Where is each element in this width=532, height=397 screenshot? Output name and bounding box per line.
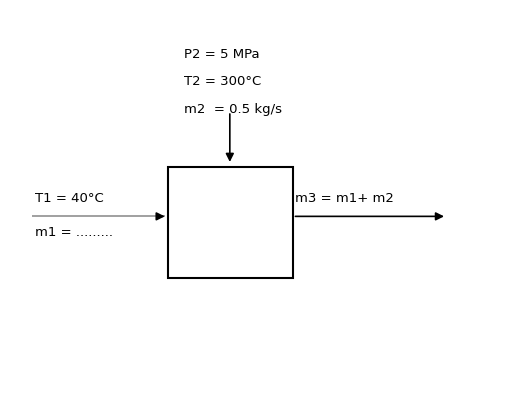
Text: m1 = .........: m1 = ......... <box>35 226 113 239</box>
Text: m3 = m1+ m2: m3 = m1+ m2 <box>295 192 394 205</box>
Text: T2 = 300°C: T2 = 300°C <box>184 75 261 89</box>
Text: T1 = 40°C: T1 = 40°C <box>35 192 103 205</box>
Text: P2 = 5 MPa: P2 = 5 MPa <box>184 48 259 61</box>
Text: m2  = 0.5 kg/s: m2 = 0.5 kg/s <box>184 103 281 116</box>
Bar <box>168 167 293 278</box>
